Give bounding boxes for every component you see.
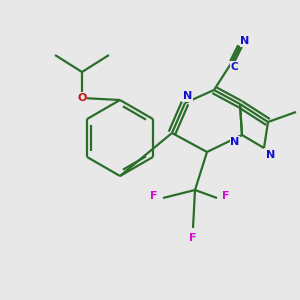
Text: N: N (240, 36, 250, 46)
Text: C: C (230, 62, 238, 72)
Text: F: F (150, 191, 158, 201)
Text: N: N (266, 150, 276, 160)
Text: N: N (183, 91, 193, 101)
Text: O: O (77, 93, 87, 103)
Text: F: F (222, 191, 230, 201)
Text: F: F (189, 233, 197, 243)
Text: N: N (230, 137, 240, 147)
